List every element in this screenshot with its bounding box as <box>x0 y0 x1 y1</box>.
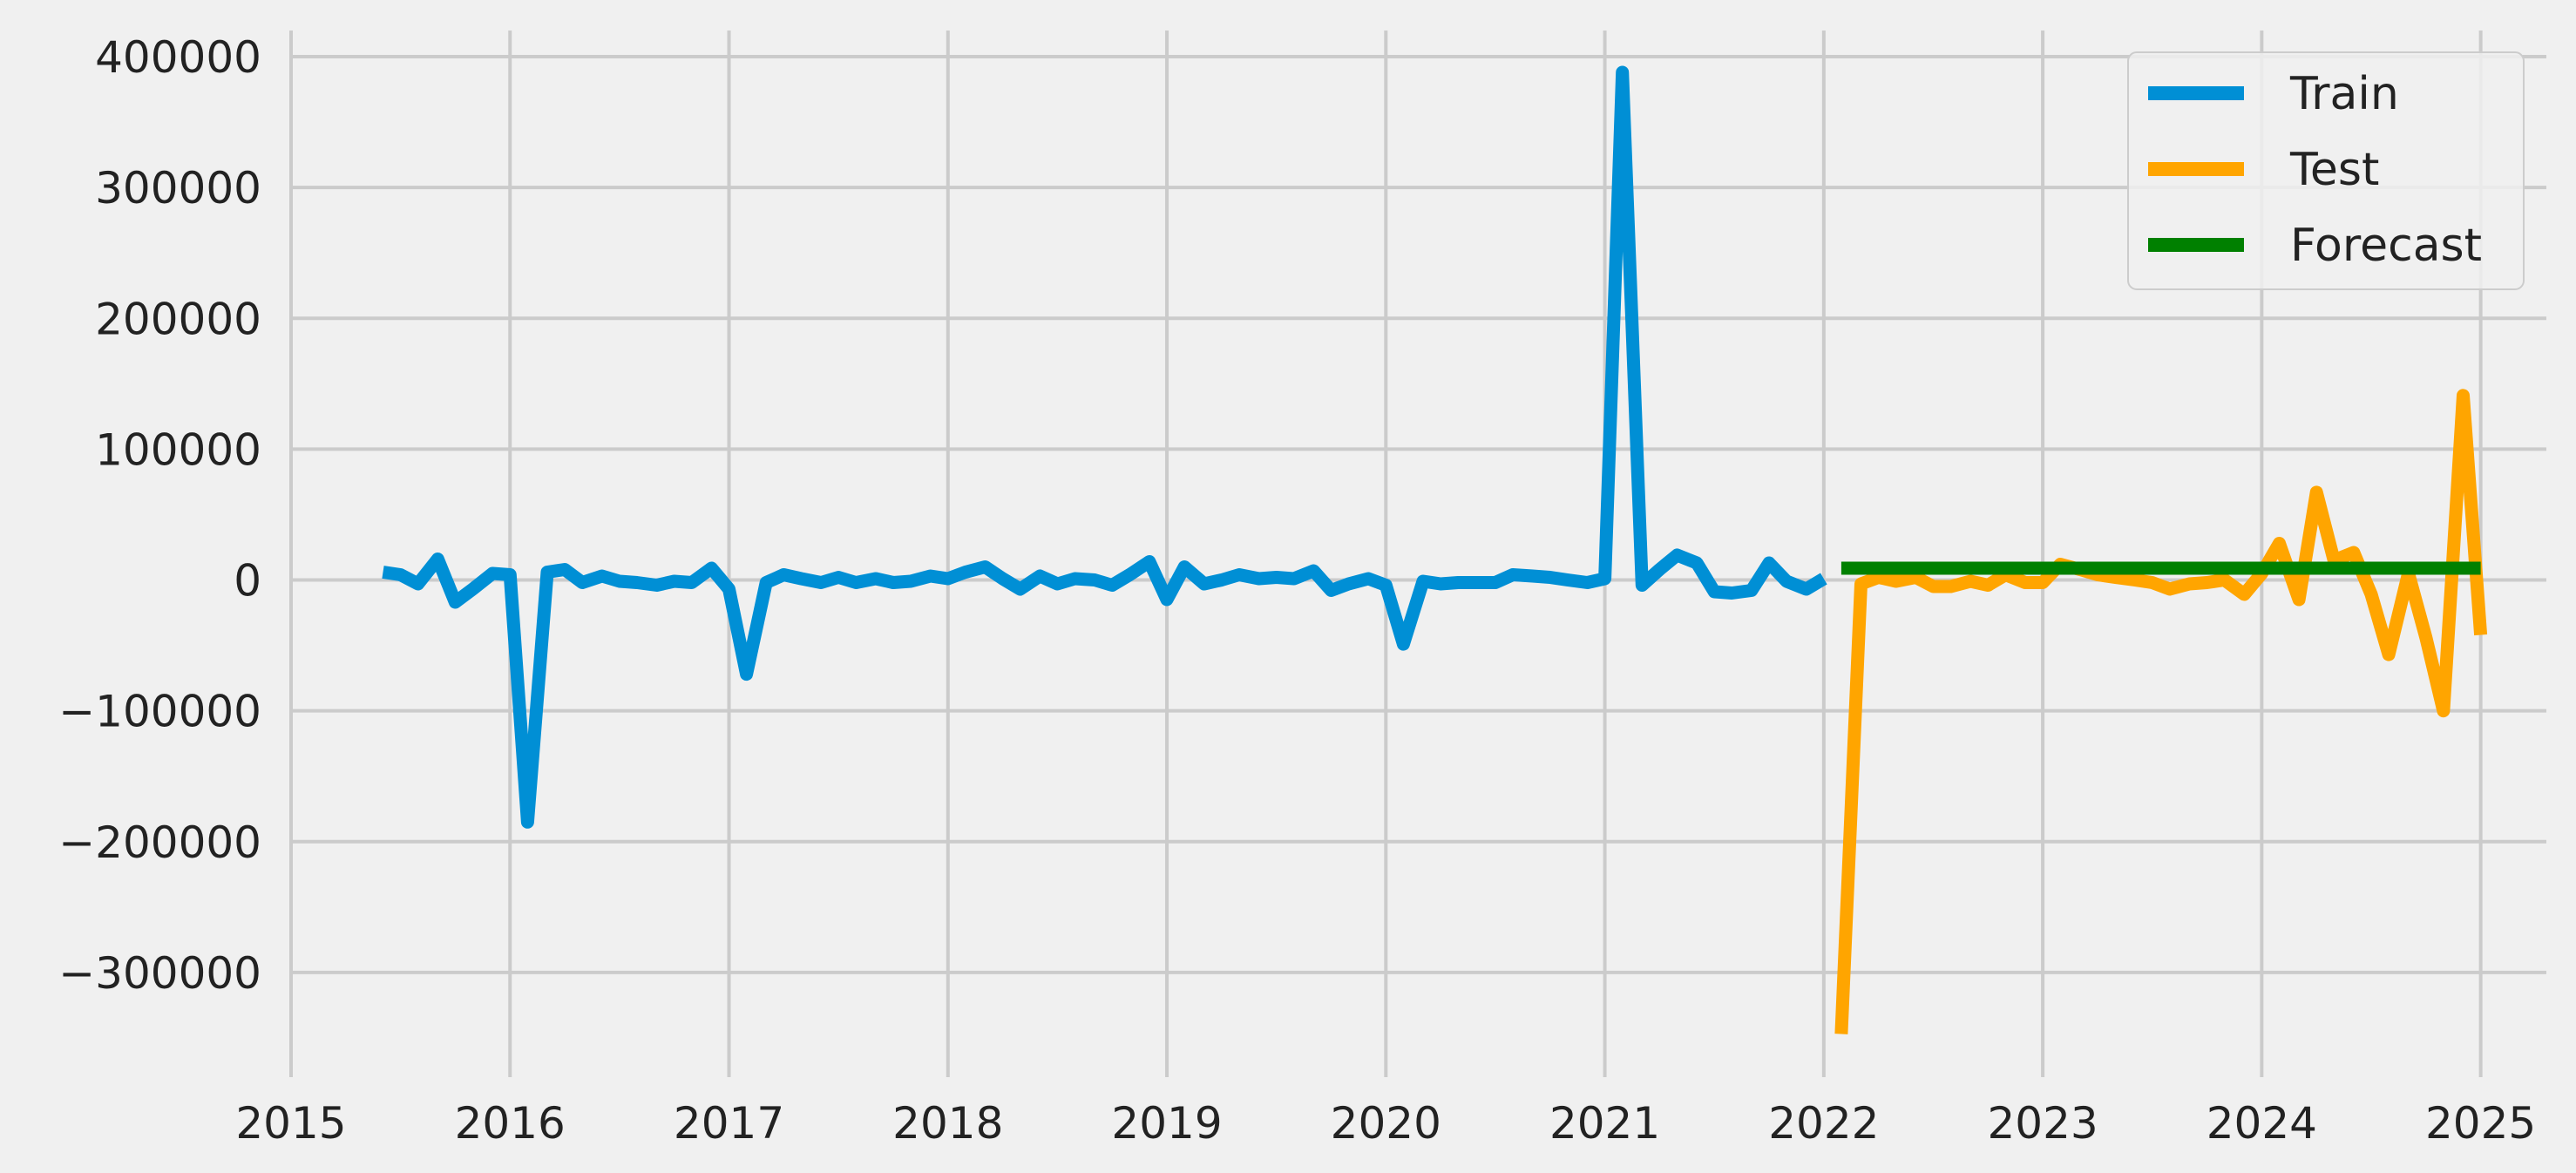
legend-label-test: Test <box>2289 144 2379 196</box>
legend-box <box>2127 51 2525 290</box>
x-tick-label: 2020 <box>1331 1098 1441 1149</box>
legend-label-train: Train <box>2289 68 2399 120</box>
series-layer <box>382 65 2488 1034</box>
y-tick-label: 300000 <box>95 163 261 214</box>
series-line-train <box>382 65 1827 829</box>
x-tick-label: 2017 <box>674 1098 784 1149</box>
y-tick-label: 200000 <box>95 294 261 344</box>
y-tick-label: 100000 <box>95 424 261 475</box>
y-tick-label: 400000 <box>95 32 261 83</box>
y-tick-label: −300000 <box>58 948 261 999</box>
y-tick-label: −200000 <box>58 817 261 868</box>
series-line-test <box>1834 389 2488 1034</box>
x-tick-label: 2024 <box>2207 1098 2317 1149</box>
x-tick-label: 2023 <box>1987 1098 2098 1149</box>
y-tick-label: −100000 <box>58 687 261 737</box>
legend-label-forecast: Forecast <box>2290 220 2482 272</box>
x-tick-label: 2016 <box>455 1098 566 1149</box>
legend: Train Test Forecast <box>2127 51 2525 290</box>
x-tick-label: 2025 <box>2425 1098 2536 1149</box>
x-tick-label: 2022 <box>1768 1098 1879 1149</box>
x-tick-label: 2015 <box>235 1098 346 1149</box>
x-tick-label: 2021 <box>1549 1098 1660 1149</box>
x-tick-label: 2018 <box>892 1098 1003 1149</box>
y-tick-label: 0 <box>234 556 261 607</box>
x-tick-label: 2019 <box>1111 1098 1222 1149</box>
tick-labels: 2015 2016 2017 2018 2019 2020 2021 2022 2023 2024… <box>58 32 2536 1149</box>
